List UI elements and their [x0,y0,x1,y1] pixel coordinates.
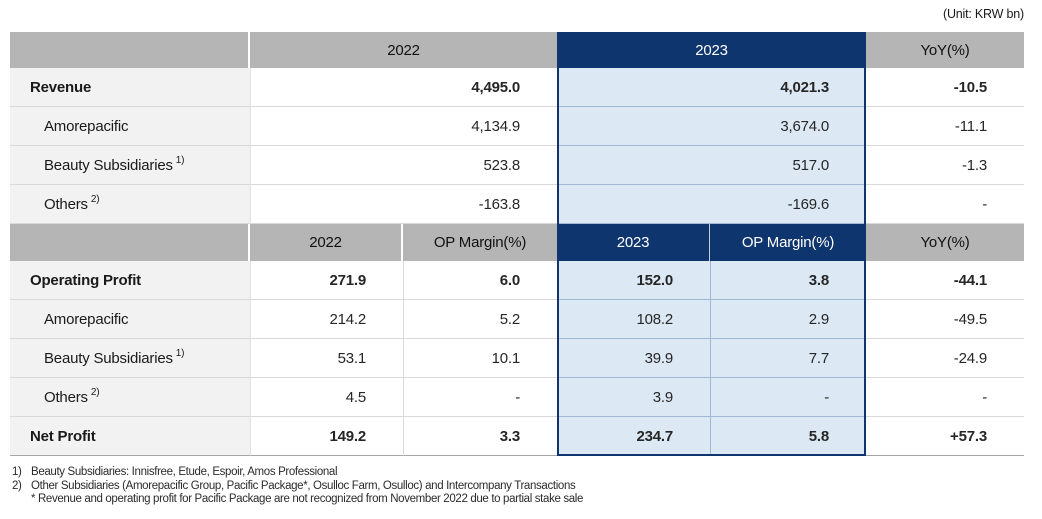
footnote-text: * Revenue and operating profit for Pacif… [31,493,584,505]
footnote-text: Other Subsidiaries (Amorepacific Group, … [31,479,576,492]
header-2023: 2023 [557,32,866,68]
footnote-3: * Revenue and operating profit for Pacif… [12,493,583,507]
value-yoy: - [866,185,1024,224]
value-yoy: +57.3 [866,417,1024,456]
table-row-revenue: Revenue 4,495.0 4,021.3 -10.5 [10,68,1024,107]
value-2023: 3,674.0 [557,107,866,146]
value-2022: 523.8 [250,146,557,185]
row-label: Others 2) [10,378,250,417]
bottom-header-row: 2022 OP Margin(%) 2023 OP Margin(%) YoY(… [10,224,1024,261]
value-2023: 234.7 [557,417,710,456]
row-label: Beauty Subsidiaries 1) [10,146,250,185]
footnote-ref: 1) [175,347,185,359]
value-yoy: -44.1 [866,261,1024,300]
header-2022: 2022 [250,32,557,68]
table-row-amorepacific: Amorepacific 4,134.9 3,674.0 -11.1 [10,107,1024,146]
op-margin-2023: - [710,378,866,417]
table-row-amorepacific: Amorepacific 214.2 5.2 108.2 2.9 -49.5 [10,300,1024,339]
op-margin-2022: - [403,378,557,417]
header-empty-cell [10,32,250,68]
value-yoy: -49.5 [866,300,1024,339]
value-2022: 53.1 [250,339,403,378]
row-label: Amorepacific [10,300,250,339]
value-2023: 152.0 [557,261,710,300]
footnote-text: Beauty Subsidiaries: Innisfree, Etude, E… [31,466,338,478]
table-row-beauty-subsidiaries: Beauty Subsidiaries 1) 53.1 10.1 39.9 7.7… [10,339,1024,378]
value-yoy: -1.3 [866,146,1024,185]
op-margin-2023: 5.8 [710,417,866,456]
value-2023: 517.0 [557,146,866,185]
op-margin-2022: 5.2 [403,300,557,339]
footnote-marker: 1) [12,466,22,478]
row-label: Beauty Subsidiaries 1) [10,339,250,378]
value-2023: 108.2 [557,300,710,339]
footnote-ref: 2) [90,193,100,205]
value-yoy: -24.9 [866,339,1024,378]
op-margin-2022: 3.3 [403,417,557,456]
op-margin-2022: 10.1 [403,339,557,378]
header-op-margin-2023: OP Margin(%) [710,224,866,261]
value-2022: 214.2 [250,300,403,339]
op-margin-2023: 3.8 [710,261,866,300]
value-yoy: - [866,378,1024,417]
unit-label: (Unit: KRW bn) [942,7,1024,21]
footnotes: 1) Beauty Subsidiaries: Innisfree, Etude… [12,466,583,507]
header-yoy: YoY(%) [866,32,1024,68]
table-row-others: Others 2) -163.8 -169.6 - [10,185,1024,224]
header-2022: 2022 [250,224,403,261]
footnote-marker: 2) [12,479,22,492]
header-op-margin-2022: OP Margin(%) [403,224,557,261]
op-margin-2023: 2.9 [710,300,866,339]
value-2022: 149.2 [250,417,403,456]
footnote-2: 2) Other Subsidiaries (Amorepacific Grou… [12,480,583,494]
value-2022: 4.5 [250,378,403,417]
footnote-1: 1) Beauty Subsidiaries: Innisfree, Etude… [12,466,583,480]
table-row-operating-profit: Operating Profit 271.9 6.0 152.0 3.8 -44… [10,261,1024,300]
value-2022: -163.8 [250,185,557,224]
table-row-others: Others 2) 4.5 - 3.9 - - [10,378,1024,417]
table-row-net-profit: Net Profit 149.2 3.3 234.7 5.8 +57.3 [10,417,1024,456]
footnote-ref: 1) [175,154,185,166]
value-2023: 39.9 [557,339,710,378]
row-label: Amorepacific [10,107,250,146]
header-empty-cell [10,224,250,261]
value-yoy: -11.1 [866,107,1024,146]
top-header-row: 2022 2023 YoY(%) [10,32,1024,68]
financial-results-table: 2022 2023 YoY(%) Revenue 4,495.0 4,021.3… [10,32,1024,456]
value-yoy: -10.5 [866,68,1024,107]
table-row-beauty-subsidiaries: Beauty Subsidiaries 1) 523.8 517.0 -1.3 [10,146,1024,185]
value-2023: 4,021.3 [557,68,866,107]
value-2022: 271.9 [250,261,403,300]
value-2022: 4,134.9 [250,107,557,146]
op-margin-2023: 7.7 [710,339,866,378]
row-label: Operating Profit [10,261,250,300]
value-2023: -169.6 [557,185,866,224]
footnote-ref: 2) [90,386,100,398]
row-label: Revenue [10,68,250,107]
value-2023: 3.9 [557,378,710,417]
row-label: Others 2) [10,185,250,224]
value-2022: 4,495.0 [250,68,557,107]
op-margin-2022: 6.0 [403,261,557,300]
header-yoy: YoY(%) [866,224,1024,261]
row-label: Net Profit [10,417,250,456]
header-2023: 2023 [557,224,710,261]
